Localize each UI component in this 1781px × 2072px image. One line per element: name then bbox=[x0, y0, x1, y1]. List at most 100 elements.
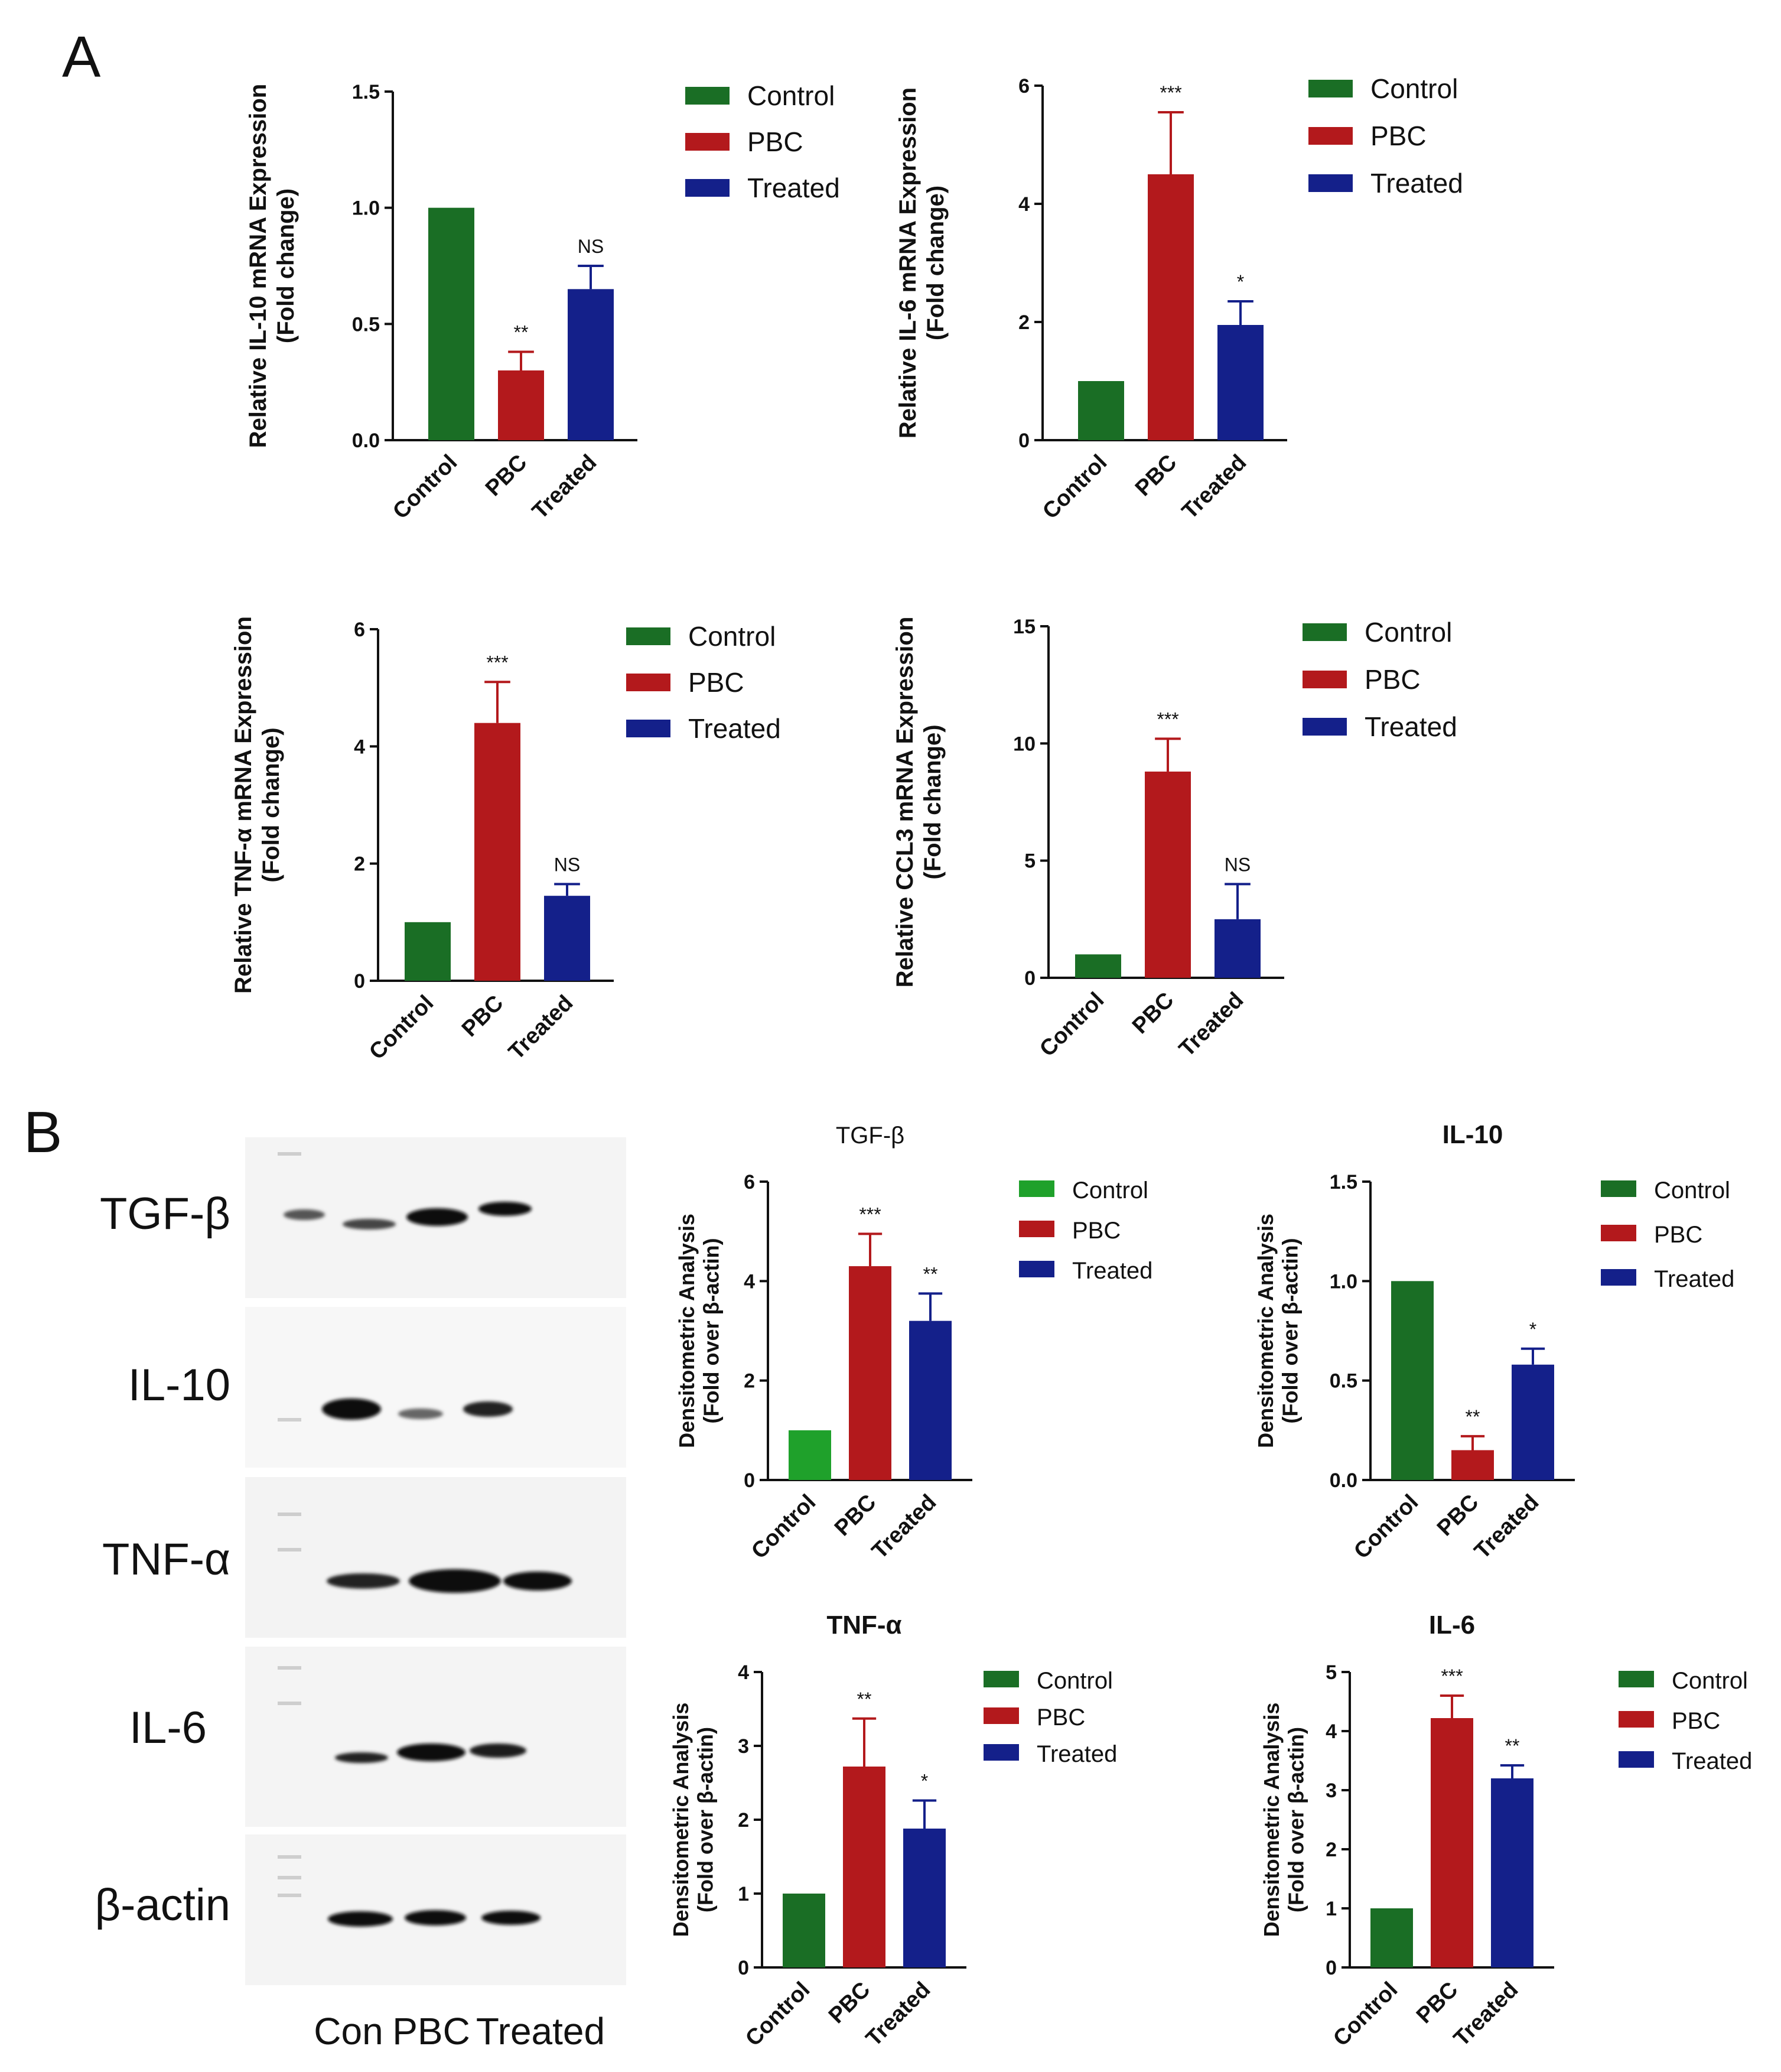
legend-label-control: Control bbox=[1365, 617, 1452, 648]
y-axis-label: Relative IL-6 mRNA Expression bbox=[895, 87, 921, 438]
y-tick-label: 0 bbox=[738, 1957, 749, 1979]
y-tick-label: 6 bbox=[1018, 75, 1030, 97]
y-tick-label: 1.0 bbox=[352, 197, 380, 220]
legend-label-treated: Treated bbox=[747, 173, 840, 203]
y-tick-label: 6 bbox=[354, 619, 365, 641]
bar-pbc bbox=[1145, 771, 1191, 978]
y-axis-label: (Fold change) bbox=[258, 727, 284, 882]
legend-label-pbc: PBC bbox=[1370, 121, 1427, 151]
y-tick-label: 1 bbox=[738, 1883, 749, 1905]
y-tick-label: 1.0 bbox=[1330, 1270, 1357, 1293]
legend-swatch-treated bbox=[626, 720, 670, 737]
significance-marker: ** bbox=[1466, 1406, 1480, 1427]
y-tick-label: 10 bbox=[1013, 733, 1036, 755]
y-axis-label: Densitometric Analysis bbox=[669, 1703, 693, 1937]
y-tick-label: 2 bbox=[354, 853, 365, 876]
legend-label-pbc: PBC bbox=[1037, 1705, 1085, 1731]
bar-treated bbox=[1491, 1778, 1533, 1967]
band-group-il10 bbox=[322, 1398, 513, 1420]
legend-swatch-control bbox=[1619, 1671, 1654, 1687]
x-tick-label: Control bbox=[1329, 1977, 1402, 2051]
blot-strip-bactin bbox=[245, 1834, 626, 1985]
bar-control bbox=[1075, 954, 1121, 978]
x-tick-label: Control bbox=[364, 991, 438, 1065]
x-tick-label: Control bbox=[1035, 988, 1109, 1062]
bar-pbc bbox=[1451, 1450, 1494, 1480]
y-tick-label: 2 bbox=[1018, 311, 1030, 334]
legend-label-pbc: PBC bbox=[1672, 1708, 1720, 1734]
bar-control bbox=[428, 207, 474, 440]
legend-swatch-treated bbox=[1601, 1269, 1636, 1286]
bar-pbc bbox=[849, 1266, 891, 1480]
x-tick-label: Treated bbox=[528, 450, 601, 524]
y-tick-label: 4 bbox=[354, 736, 365, 758]
x-tick-label: PBC bbox=[457, 991, 508, 1042]
significance-marker: *** bbox=[1157, 708, 1178, 730]
bar-pbc bbox=[1431, 1718, 1473, 1967]
significance-marker: NS bbox=[554, 854, 580, 875]
x-tick-label: Treated bbox=[1177, 450, 1251, 524]
y-tick-label: 3 bbox=[738, 1735, 749, 1758]
legend-swatch-treated bbox=[1303, 718, 1347, 736]
significance-marker: * bbox=[921, 1771, 928, 1792]
y-tick-label: 4 bbox=[1326, 1720, 1337, 1743]
bar-control bbox=[1078, 381, 1124, 440]
y-tick-label: 0.5 bbox=[1330, 1370, 1357, 1393]
blot-label-tnfa: TNF-α bbox=[102, 1534, 230, 1585]
chart-title: TGF-β bbox=[836, 1123, 904, 1149]
chart-a-il6: 0 2 4 6 Relative IL-6 mRNA Expression (Fold c… bbox=[895, 73, 1463, 524]
legend-swatch-control bbox=[1019, 1180, 1054, 1197]
band bbox=[398, 1409, 443, 1419]
legend-swatch-pbc bbox=[1019, 1221, 1054, 1237]
band bbox=[478, 1202, 532, 1216]
band bbox=[328, 1911, 393, 1927]
y-tick-label: 0.0 bbox=[352, 430, 380, 452]
band-group-tnfa bbox=[327, 1569, 572, 1593]
legend-label-treated: Treated bbox=[1072, 1258, 1152, 1284]
x-tick-label: Treated bbox=[867, 1490, 941, 1564]
bar-treated bbox=[1215, 919, 1261, 978]
legend-label-pbc: PBC bbox=[1654, 1222, 1702, 1248]
ladder-mark bbox=[278, 1702, 301, 1705]
y-tick-label: 1 bbox=[1326, 1898, 1337, 1920]
legend-swatch-treated bbox=[1619, 1751, 1654, 1768]
ladder-mark bbox=[278, 1418, 301, 1422]
band bbox=[343, 1219, 396, 1229]
y-tick-label: 6 bbox=[744, 1171, 755, 1193]
x-tick-label: Treated bbox=[1449, 1977, 1523, 2051]
y-tick-label: 4 bbox=[744, 1270, 755, 1293]
x-tick-label: PBC bbox=[824, 1977, 875, 2028]
legend-swatch-pbc bbox=[626, 674, 670, 691]
y-axis-label: Densitometric Analysis bbox=[1259, 1703, 1284, 1937]
legend-swatch-control bbox=[626, 627, 670, 645]
y-axis-label: (Fold change) bbox=[923, 186, 949, 340]
bar-pbc bbox=[843, 1767, 885, 1967]
significance-marker: *** bbox=[486, 652, 508, 673]
y-tick-label: 2 bbox=[1326, 1839, 1337, 1861]
band bbox=[503, 1572, 572, 1590]
legend-swatch-pbc bbox=[685, 133, 730, 151]
bar-treated bbox=[909, 1320, 952, 1480]
band-group-tgfb bbox=[284, 1202, 532, 1229]
legend-label-treated: Treated bbox=[1672, 1748, 1752, 1774]
bar-treated bbox=[1217, 325, 1264, 440]
x-tick-label: Control bbox=[747, 1490, 821, 1564]
y-tick-label: 0 bbox=[1018, 430, 1030, 452]
significance-marker: ** bbox=[514, 322, 529, 343]
lane-label-con: Con bbox=[314, 2010, 383, 2053]
y-tick-label: 2 bbox=[738, 1809, 749, 1832]
x-tick-label: PBC bbox=[1131, 450, 1181, 501]
legend-label-treated: Treated bbox=[1654, 1266, 1734, 1292]
ladder-mark bbox=[278, 1855, 301, 1859]
band bbox=[284, 1209, 325, 1220]
legend-label-control: Control bbox=[747, 80, 835, 111]
significance-marker: * bbox=[1237, 271, 1244, 292]
legend-label-control: Control bbox=[1037, 1668, 1113, 1694]
legend-label-control: Control bbox=[1672, 1668, 1748, 1694]
western-blot: TGF-β IL-10 TNF-α IL-6 β-actin Con PBC T… bbox=[95, 1137, 626, 2053]
blot-label-il6: IL-6 bbox=[129, 1703, 207, 1753]
y-tick-label: 5 bbox=[1024, 850, 1036, 873]
y-tick-label: 0.5 bbox=[352, 313, 380, 336]
legend-label-control: Control bbox=[1370, 73, 1458, 104]
legend-label-treated: Treated bbox=[688, 713, 781, 744]
